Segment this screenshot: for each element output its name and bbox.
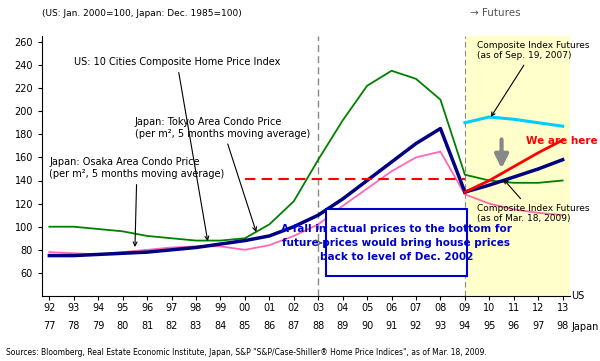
Text: US: US	[571, 291, 584, 301]
Text: (US: Jan. 2000=100, Japan: Dec. 1985=100): (US: Jan. 2000=100, Japan: Dec. 1985=100…	[42, 9, 242, 18]
Text: Japan: Osaka Area Condo Price
(per m², 5 months moving average): Japan: Osaka Area Condo Price (per m², 5…	[49, 157, 224, 246]
Text: → Futures: → Futures	[470, 8, 521, 18]
Text: Composite Index Futures
(as of Mar. 18, 2009): Composite Index Futures (as of Mar. 18, …	[477, 180, 590, 223]
Text: We are here: We are here	[526, 135, 598, 145]
Text: A fall in actual prices to the bottom for
future prices would bring house prices: A fall in actual prices to the bottom fo…	[281, 224, 512, 262]
Text: US: 10 Cities Composite Home Price Index: US: 10 Cities Composite Home Price Index	[74, 57, 280, 240]
FancyBboxPatch shape	[326, 209, 467, 277]
Text: Composite Index Futures
(as of Sep. 19, 2007): Composite Index Futures (as of Sep. 19, …	[477, 41, 590, 116]
Text: Japan: Japan	[571, 322, 598, 332]
Text: Japan: Tokyo Area Condo Price
(per m², 5 months moving average): Japan: Tokyo Area Condo Price (per m², 5…	[135, 117, 310, 231]
Bar	[465, 36, 570, 296]
Text: Sources: Bloomberg, Real Estate Economic Institute, Japan, S&P "S&P/Case-Shiller: Sources: Bloomberg, Real Estate Economic…	[6, 348, 487, 357]
